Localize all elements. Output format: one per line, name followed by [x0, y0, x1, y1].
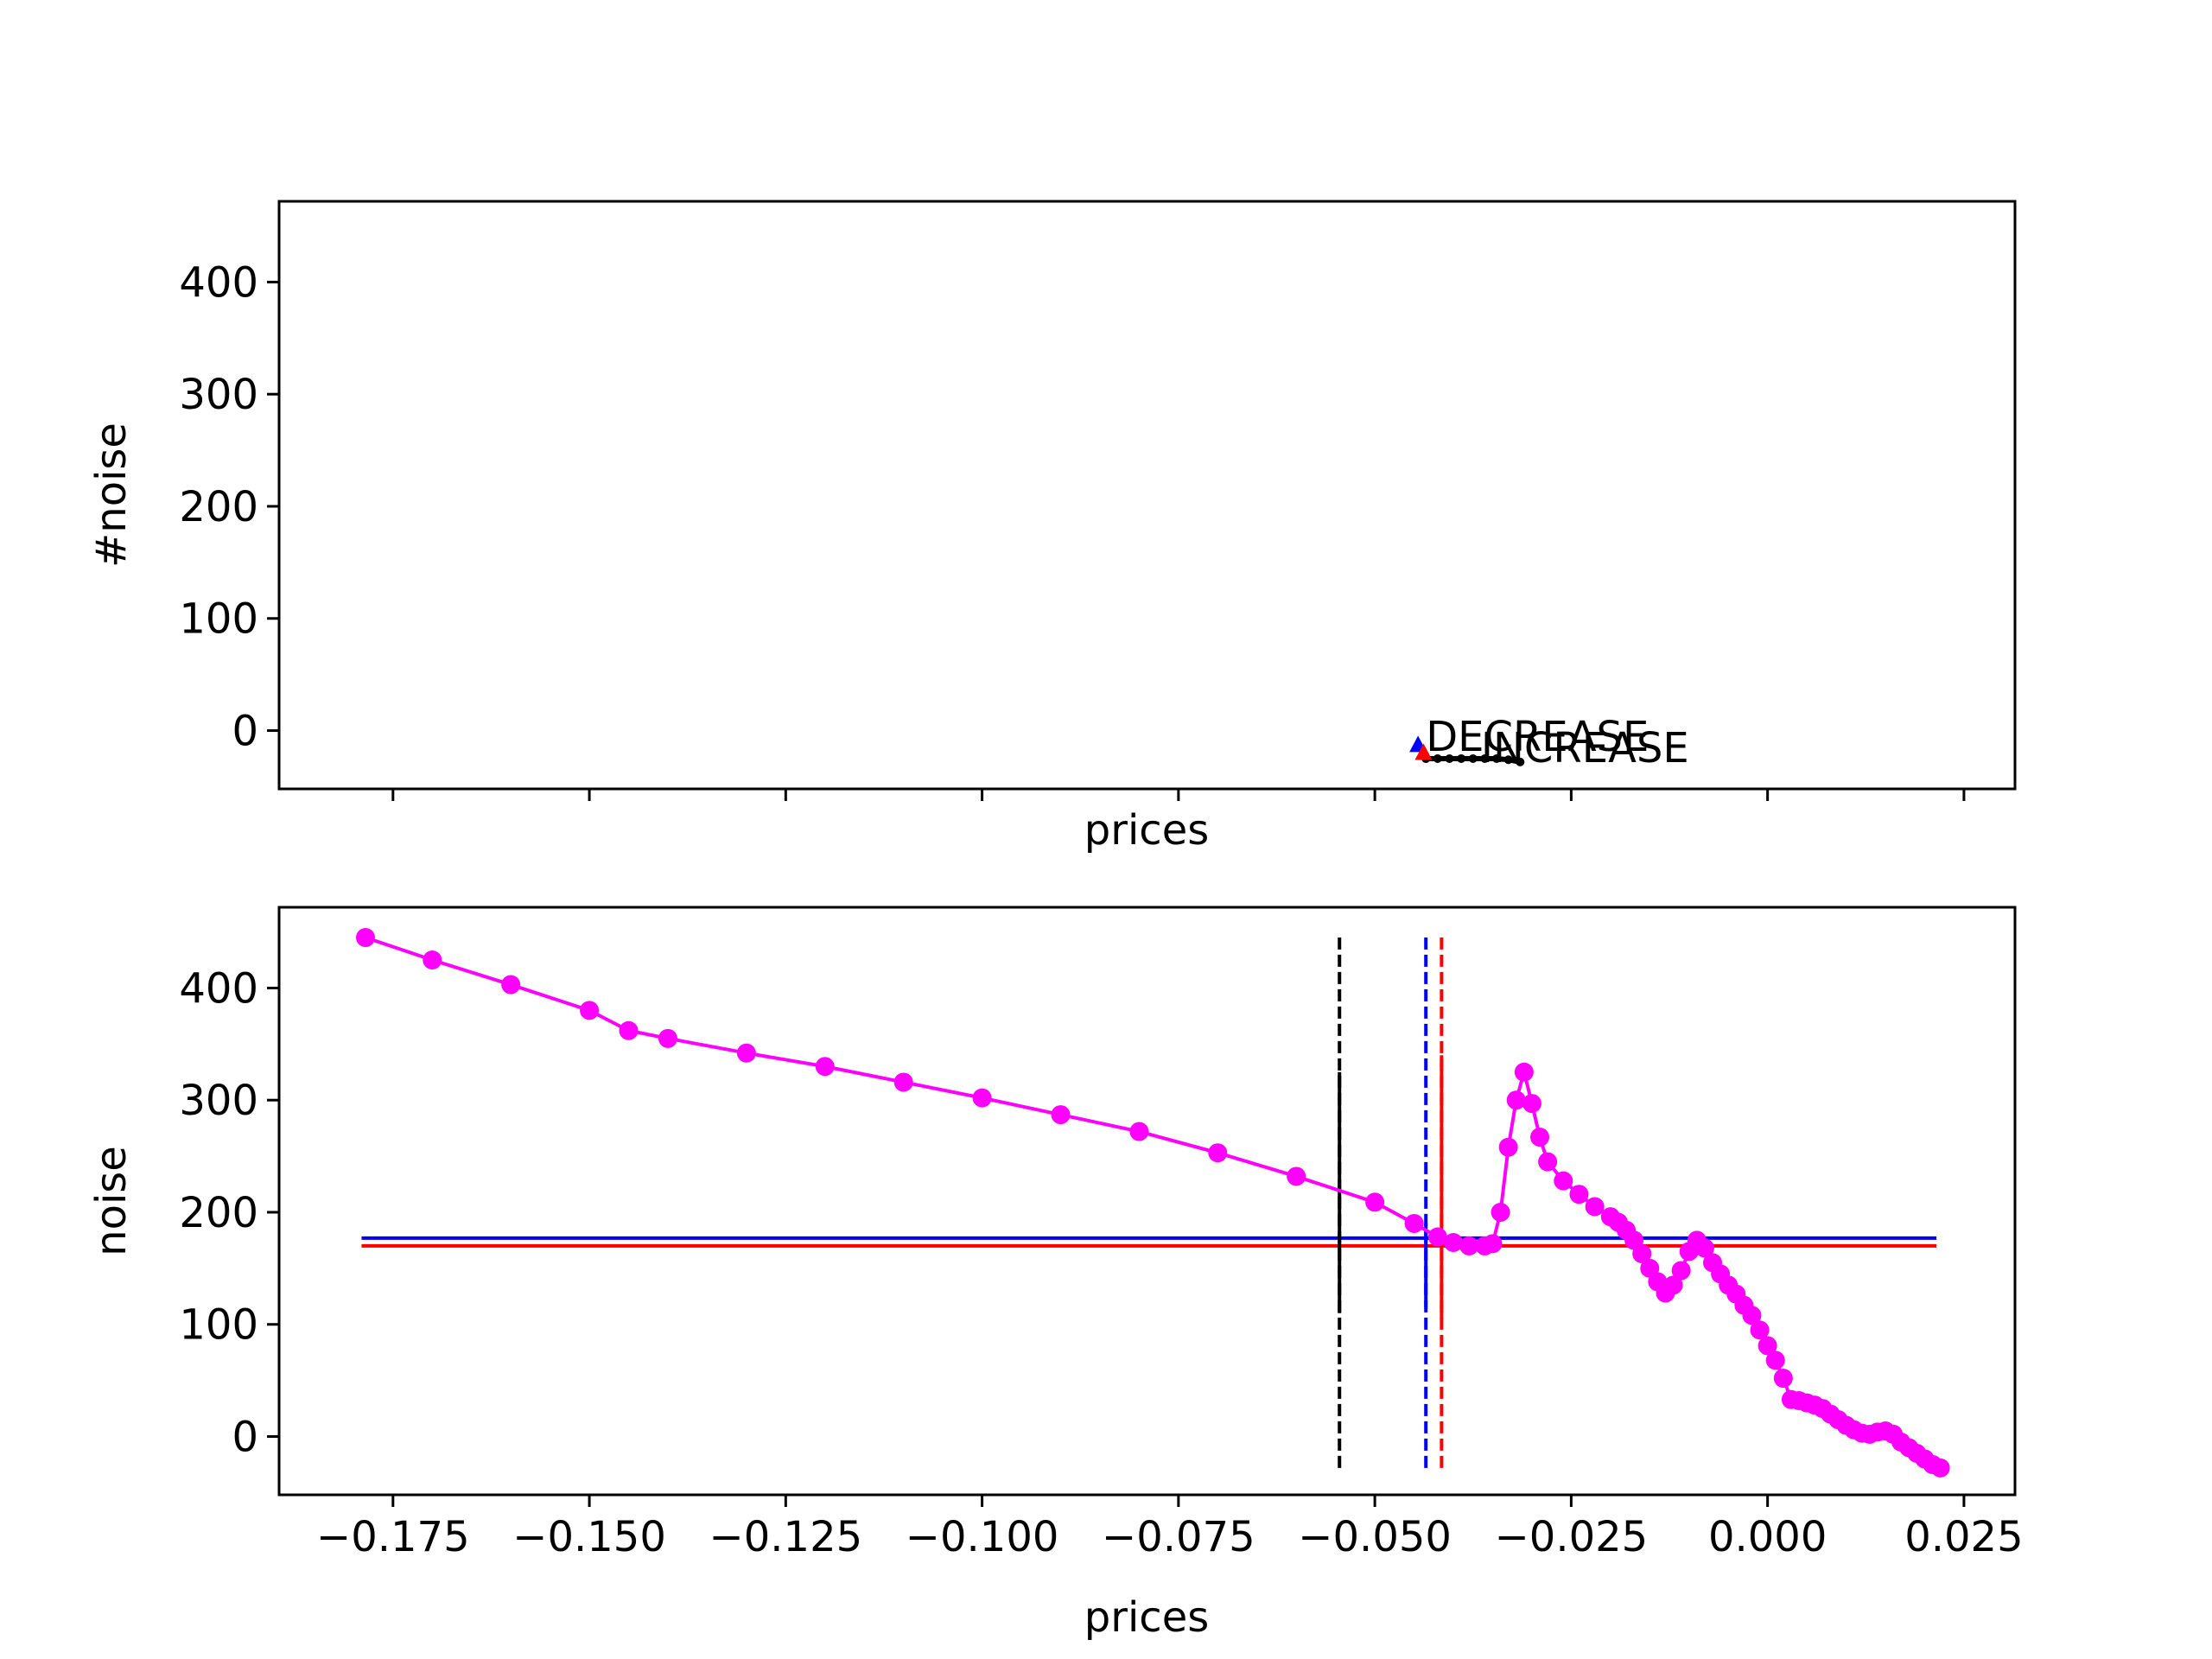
top-data-point — [1468, 753, 1478, 763]
bottom-axes-frame — [277, 906, 2017, 1497]
bottom-x-tick-label: −0.050 — [1298, 1513, 1452, 1561]
bottom-data-point — [501, 975, 521, 995]
bottom-y-axis-title: noise — [87, 1146, 136, 1256]
top-marker-red — [1414, 743, 1433, 760]
bottom-data-point — [1538, 1152, 1558, 1172]
bottom-plot-area — [355, 928, 1950, 1478]
bottom-data-point — [1498, 1137, 1518, 1157]
bottom-data-point — [658, 1028, 677, 1048]
bottom-data-point — [1765, 1351, 1785, 1370]
bottom-data-point — [1554, 1171, 1573, 1191]
bottom-data-point — [1483, 1234, 1503, 1254]
bottom-x-tick-label: −0.175 — [316, 1513, 470, 1561]
bottom-data-point — [1051, 1105, 1071, 1125]
bottom-data-point — [1459, 1236, 1479, 1255]
bottom-data-point — [1663, 1275, 1683, 1295]
bottom-data-point — [1930, 1458, 1950, 1478]
bottom-ticks: 0 100 200 300 400 −0.175 −0.150 −0.125 −0.100 −0.… — [179, 964, 2023, 1561]
bottom-data-point — [1287, 1166, 1306, 1186]
bottom-data-point — [972, 1088, 992, 1108]
bottom-x-tick-label: −0.100 — [906, 1513, 1059, 1561]
bottom-data-point — [1671, 1261, 1691, 1281]
bottom-y-tick-label: 0 — [232, 1414, 258, 1462]
top-data-point — [1492, 753, 1502, 763]
top-y-tick-label: 400 — [179, 258, 258, 307]
bottom-y-tick-label: 100 — [179, 1301, 258, 1350]
bottom-data-point — [1404, 1213, 1424, 1233]
bottom-data-point — [1444, 1233, 1464, 1253]
bottom-data-point — [1522, 1094, 1541, 1114]
bottom-x-tick-label: −0.025 — [1495, 1513, 1649, 1561]
bottom-data-point — [1694, 1238, 1714, 1258]
top-annotation-decrease: DECREASE — [1426, 713, 1649, 761]
bottom-x-tick-label: −0.125 — [709, 1513, 863, 1561]
bottom-data-point — [1491, 1202, 1510, 1222]
bottom-data-point — [893, 1072, 913, 1092]
bottom-data-point — [619, 1020, 639, 1040]
bottom-data-point — [736, 1043, 756, 1063]
bottom-x-tick-label: −0.150 — [512, 1513, 666, 1561]
bottom-data-point — [1514, 1062, 1534, 1082]
top-y-tick-label: 300 — [179, 371, 258, 419]
bottom-data-point — [1506, 1090, 1526, 1110]
top-ticks: 0 100 200 300 400 — [179, 258, 1966, 801]
bottom-data-point — [580, 1001, 600, 1020]
top-data-point — [1503, 755, 1513, 765]
bottom-data-point — [1129, 1122, 1149, 1141]
top-axes-frame — [277, 200, 2017, 791]
bottom-series-line — [365, 936, 1942, 1470]
bottom-data-point — [1750, 1320, 1770, 1340]
bottom-data-point — [1742, 1306, 1762, 1325]
bottom-y-tick-label: 300 — [179, 1077, 258, 1125]
bottom-x-tick-label: 0.000 — [1708, 1513, 1827, 1561]
top-data-point — [1480, 753, 1490, 763]
top-x-axis-title: prices — [1084, 806, 1209, 855]
top-annotation-increase: INCREASE — [1481, 724, 1689, 772]
top-y-axis-title: #noise — [87, 423, 136, 568]
bottom-data-point — [815, 1057, 835, 1077]
bottom-data-point — [1773, 1369, 1793, 1389]
top-y-tick-label: 200 — [179, 483, 258, 531]
bottom-data-point — [355, 928, 375, 948]
bottom-data-point — [1530, 1128, 1550, 1147]
top-data-point — [1457, 753, 1466, 763]
bottom-y-tick-label: 400 — [179, 964, 258, 1013]
bottom-data-point — [423, 950, 442, 969]
bottom-data-point — [1208, 1143, 1228, 1163]
top-data-point — [1433, 753, 1442, 763]
top-data-point — [1445, 753, 1454, 763]
bottom-x-tick-label: −0.075 — [1102, 1513, 1255, 1561]
bottom-subplot: 0 100 200 300 400 −0.175 −0.150 −0.125 −0.100 −0.… — [87, 906, 2024, 1642]
bottom-data-point — [1632, 1243, 1652, 1263]
bottom-x-axis-title: prices — [1084, 1593, 1209, 1642]
bottom-data-point — [1365, 1192, 1385, 1212]
bottom-data-point — [1585, 1197, 1605, 1217]
top-y-tick-label: 0 — [232, 708, 258, 756]
bottom-data-point — [1758, 1336, 1777, 1356]
bottom-data-point — [1427, 1227, 1447, 1247]
bottom-x-tick-label: 0.025 — [1904, 1513, 2023, 1561]
top-y-tick-label: 100 — [179, 595, 258, 644]
bottom-data-point — [1569, 1185, 1589, 1205]
bottom-y-tick-label: 200 — [179, 1189, 258, 1237]
top-data-point — [1516, 757, 1525, 766]
